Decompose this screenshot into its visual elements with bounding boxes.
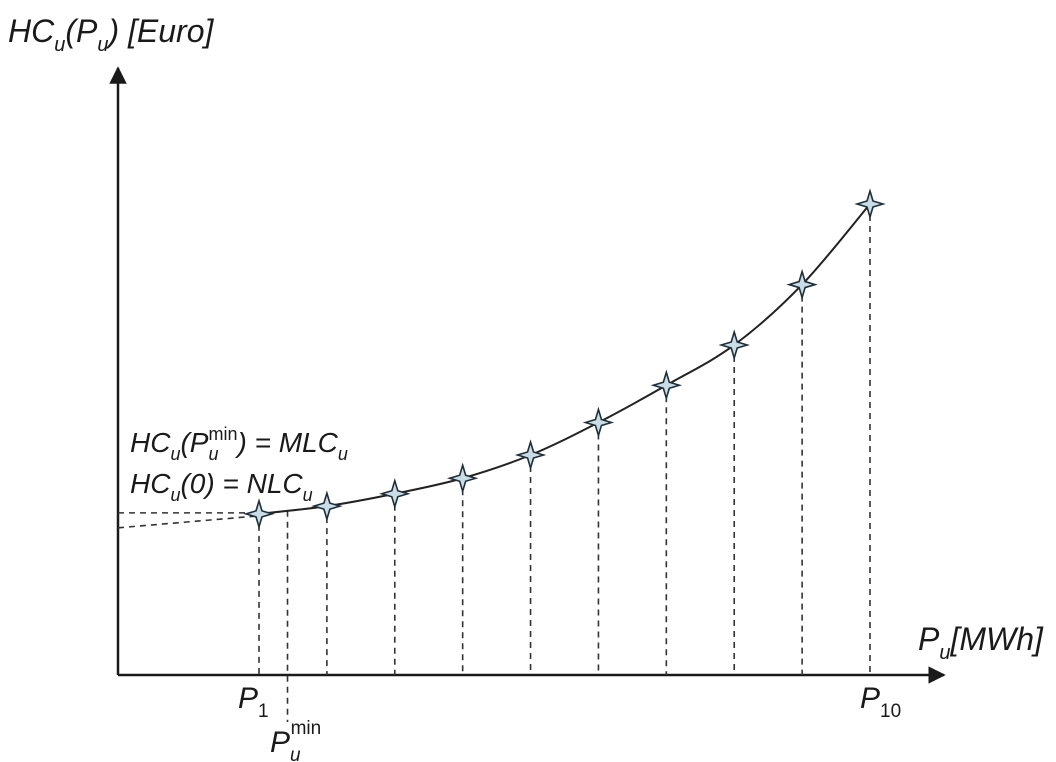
drop-lines: [117, 204, 871, 722]
annotation-mlc: HCu(Pumin) = MLCu: [130, 424, 348, 464]
data-point-2: [311, 490, 343, 522]
data-point-4: [446, 462, 479, 495]
cost-curve-line: [258, 203, 871, 515]
annotation-nlc: HCu(0) = NLCu: [130, 468, 313, 505]
data-point-5: [514, 439, 547, 471]
y-axis-label: HCu(Pu) [Euro]: [8, 13, 215, 56]
tick-label-pmin: Pumin: [270, 718, 321, 762]
tick-label-p10: P10: [860, 682, 901, 722]
data-point-1: [243, 498, 275, 530]
data-markers: [243, 188, 886, 530]
cost-curve: [258, 203, 871, 515]
data-point-10: [854, 188, 886, 220]
data-point-9: [786, 268, 818, 301]
data-point-7: [650, 369, 683, 402]
x-axis-label: Pu[MWh]: [918, 621, 1044, 664]
nlc-extension-line: [117, 515, 260, 529]
data-point-6: [582, 406, 615, 439]
data-point-3: [378, 477, 411, 510]
tick-label-p1: P1: [238, 682, 269, 722]
data-point-8: [718, 329, 751, 361]
